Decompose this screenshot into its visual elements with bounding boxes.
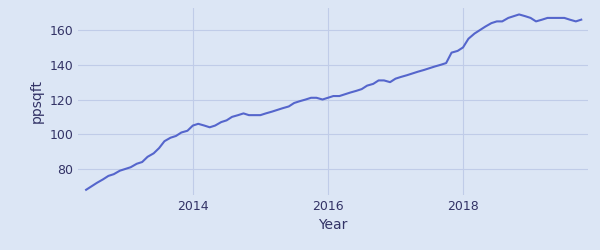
Y-axis label: ppsqft: ppsqft: [30, 79, 44, 123]
X-axis label: Year: Year: [319, 218, 347, 232]
